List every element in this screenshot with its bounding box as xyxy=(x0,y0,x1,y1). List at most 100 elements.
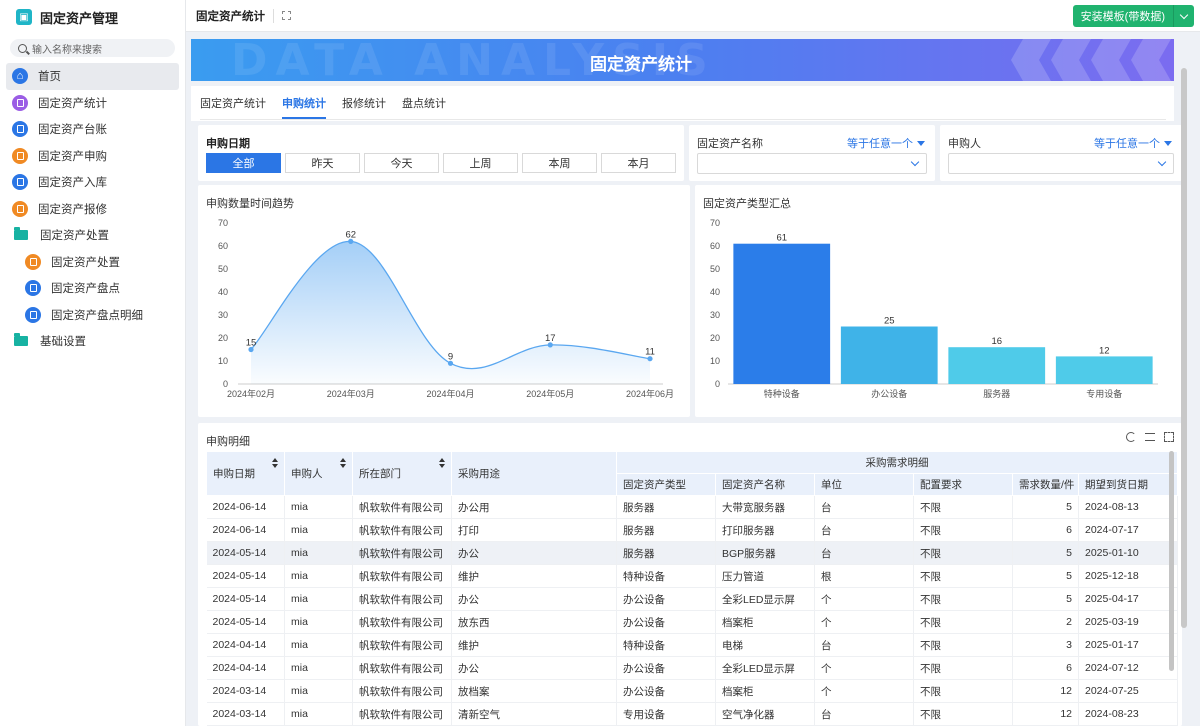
sidebar-item-9[interactable]: 固定资产盘点明细 xyxy=(0,302,185,329)
tab-purchase-stats[interactable]: 申购统计 xyxy=(282,93,326,119)
table-scrollbar[interactable] xyxy=(1169,451,1174,671)
table-row[interactable]: 2024-03-14 mia 帆软软件有限公司 放档案 办公设备 档案柜个不限 12 2024… xyxy=(206,679,1179,703)
table-row[interactable]: 2024-04-14 mia 帆软软件有限公司 维护 特种设备 电梯台不限 3 2025-01… xyxy=(206,633,1179,657)
asset-name-select[interactable] xyxy=(697,153,927,174)
search-input[interactable]: 输入名称来搜索 xyxy=(10,39,175,57)
trend-point[interactable] xyxy=(647,356,653,362)
date-option-button[interactable]: 本月 xyxy=(601,153,676,173)
table-cell: 6 xyxy=(1012,518,1079,542)
trend-data-label: 62 xyxy=(345,229,356,240)
banner-watermark: DATA ANALYSIS xyxy=(231,39,716,81)
sidebar-item-7[interactable]: 固定资产处置 xyxy=(0,249,185,276)
app-brand: ▣ 固定资产管理 xyxy=(0,0,185,34)
chevron-down-icon xyxy=(1157,157,1167,167)
table-cell: 台 xyxy=(814,495,914,519)
table-row[interactable]: 2024-05-14 mia 帆软软件有限公司 办公 办公设备 全彩LED显示屏个不限 5 2… xyxy=(206,587,1179,611)
table-cell: 不限 xyxy=(913,541,1013,565)
bar[interactable] xyxy=(1055,356,1153,384)
expand-icon[interactable] xyxy=(282,11,291,20)
trend-point[interactable] xyxy=(447,360,454,366)
table-row[interactable]: 2024-05-14 mia 帆软软件有限公司 办公 服务器 BGP服务器台不限 5 2025… xyxy=(206,541,1179,565)
sidebar-item-10[interactable]: 基础设置 xyxy=(0,328,185,355)
tab-inventory-stats[interactable]: 盘点统计 xyxy=(402,98,446,110)
main-content: DATA ANALYSIS 固定资产统计 固定资产统计 申购统计 报修统计 盘点… xyxy=(186,33,1189,726)
table-row[interactable]: 2024-05-14 mia 帆软软件有限公司 维护 特种设备 压力管道根不限 5 2025-… xyxy=(206,564,1179,588)
col-header-department[interactable]: 所在部门 xyxy=(352,451,452,496)
table-cell: 5 xyxy=(1012,564,1079,588)
col-header-date[interactable]: 申购日期 xyxy=(206,451,285,496)
trend-point[interactable] xyxy=(248,346,254,353)
x-tick-label: 2024年02月 xyxy=(227,388,275,399)
page-tab-title[interactable]: 固定资产统计 xyxy=(196,10,265,23)
sidebar-item-2[interactable]: 固定资产台账 xyxy=(0,116,185,143)
asset-name-operator-dropdown[interactable]: 等于任意一个 xyxy=(847,135,925,151)
y-tick-label: 70 xyxy=(710,218,720,228)
table-cell: 办公设备 xyxy=(616,610,716,634)
table-cell: mia xyxy=(284,495,353,519)
table-row[interactable]: 2024-04-14 mia 帆软软件有限公司 办公 办公设备 全彩LED显示屏个不限 6 2… xyxy=(206,656,1179,680)
x-tick-label: 2024年04月 xyxy=(426,388,474,399)
table-cell: 帆软软件有限公司 xyxy=(352,679,452,703)
col-header-applicant[interactable]: 申购人 xyxy=(284,451,353,496)
col-group-header: 采购需求明细 xyxy=(615,451,1179,474)
sidebar-item-label: 固定资产处置 xyxy=(51,256,120,269)
trend-data-label: 11 xyxy=(645,347,655,358)
banner-title: 固定资产统计 xyxy=(590,55,692,74)
sort-icon[interactable] xyxy=(1145,433,1155,441)
search-placeholder: 输入名称来搜索 xyxy=(32,44,102,56)
sidebar-item-label: 固定资产台账 xyxy=(38,124,107,137)
sidebar-item-5[interactable]: 固定资产报修 xyxy=(0,196,185,223)
x-tick-label: 2024年06月 xyxy=(626,388,674,399)
date-option-button[interactable]: 本周 xyxy=(522,153,597,173)
sidebar-item-6[interactable]: 固定资产处置 xyxy=(0,222,185,249)
chevron-decoration-icon xyxy=(1131,39,1171,81)
date-option-button[interactable]: 全部 xyxy=(206,153,281,173)
tab-repair-stats[interactable]: 报修统计 xyxy=(342,98,386,110)
trend-point[interactable] xyxy=(547,342,553,348)
date-option-button[interactable]: 今天 xyxy=(364,153,439,173)
table-cell: 办公 xyxy=(451,587,617,611)
document-icon xyxy=(12,121,28,138)
table-cell: 放东西 xyxy=(451,610,617,634)
table-cell: 压力管道 xyxy=(715,564,815,588)
table-row[interactable]: 2024-06-14 mia 帆软软件有限公司 办公用 服务器 大带宽服务器台不限 5 202… xyxy=(206,495,1179,519)
fullscreen-icon[interactable] xyxy=(1164,432,1174,442)
table-row[interactable]: 2024-05-14 mia 帆软软件有限公司 放东西 办公设备 档案柜个不限 2 2025-… xyxy=(206,610,1179,634)
refresh-icon[interactable] xyxy=(1126,432,1136,442)
x-tick-label: 特种设备 xyxy=(764,388,800,399)
page-scrollbar[interactable] xyxy=(1181,68,1187,628)
applicant-select[interactable] xyxy=(948,153,1174,174)
sidebar-item-8[interactable]: 固定资产盘点 xyxy=(0,275,185,302)
install-dropdown-button[interactable] xyxy=(1174,5,1194,27)
bar[interactable] xyxy=(948,347,1046,384)
sidebar-item-0[interactable]: ⌂ 首页 xyxy=(6,63,179,90)
sort-arrows-icon[interactable] xyxy=(340,458,346,468)
date-option-button[interactable]: 上周 xyxy=(443,153,518,173)
sidebar-item-1[interactable]: 固定资产统计 xyxy=(0,90,185,117)
sort-arrows-icon[interactable] xyxy=(439,458,445,468)
table-row[interactable]: 2024-03-14 mia 帆软软件有限公司 清新空气 专用设备 空气净化器台不限 12 2… xyxy=(206,702,1179,726)
sidebar-item-4[interactable]: 固定资产入库 xyxy=(0,169,185,196)
install-template-label[interactable]: 安装模板(带数据) xyxy=(1072,5,1174,27)
table-cell: 打印 xyxy=(451,518,617,542)
applicant-operator-dropdown[interactable]: 等于任意一个 xyxy=(1094,135,1172,151)
bar-data-label: 12 xyxy=(1099,345,1110,356)
install-template-button[interactable]: 安装模板(带数据) xyxy=(1072,5,1194,27)
trend-point[interactable] xyxy=(348,238,354,244)
sidebar-item-3[interactable]: 固定资产申购 xyxy=(0,143,185,170)
sort-arrows-icon[interactable] xyxy=(272,458,278,468)
table-cell: 帆软软件有限公司 xyxy=(352,541,452,565)
table-cell: 台 xyxy=(814,541,914,565)
table-cell: 2024-07-25 xyxy=(1078,679,1179,703)
table-cell: 个 xyxy=(814,656,914,680)
tab-asset-stats[interactable]: 固定资产统计 xyxy=(200,98,266,110)
bar[interactable] xyxy=(840,326,938,385)
table-cell: 2024-07-17 xyxy=(1078,518,1179,542)
date-option-button[interactable]: 昨天 xyxy=(285,153,360,173)
y-tick-label: 20 xyxy=(218,333,228,343)
bar[interactable] xyxy=(733,243,831,384)
asset-name-filter-panel: 固定资产名称 等于任意一个 xyxy=(689,125,935,181)
app-name: 固定资产管理 xyxy=(40,10,119,26)
divider xyxy=(200,119,1166,120)
table-row[interactable]: 2024-06-14 mia 帆软软件有限公司 打印 服务器 打印服务器台不限 6 2024-… xyxy=(206,518,1179,542)
